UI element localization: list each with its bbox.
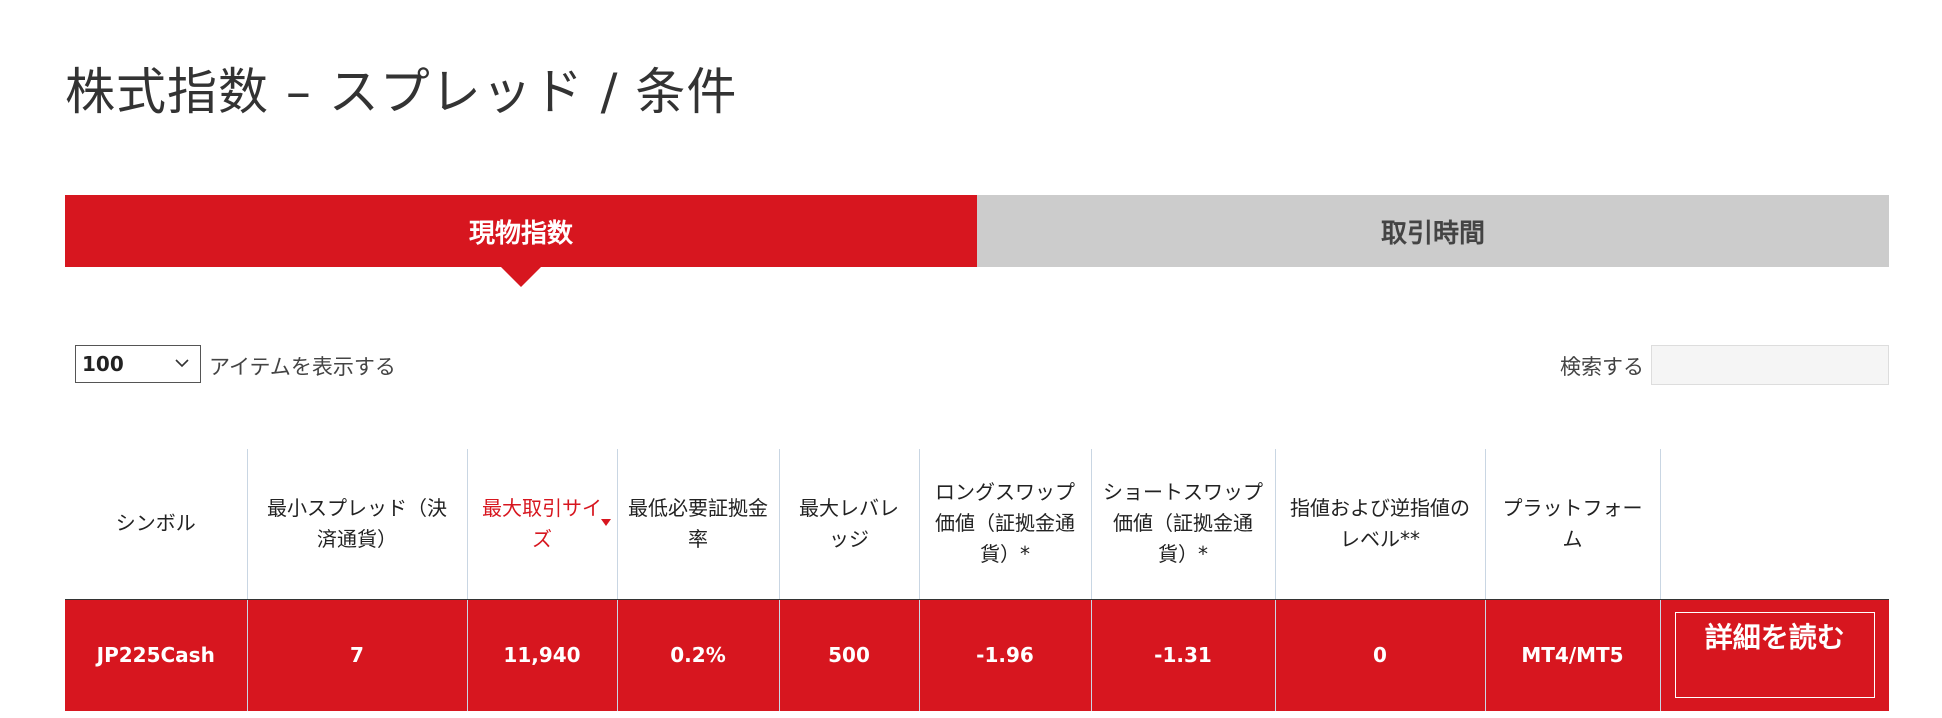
column-header-platform[interactable]: プラットフォーム	[1484, 449, 1660, 600]
tab-trading-hours[interactable]: 取引時間	[977, 195, 1889, 267]
tab-trading-hours-label: 取引時間	[1380, 218, 1485, 249]
cell-action: 詳細を読む	[1659, 599, 1889, 711]
cell-max-leverage: 500	[778, 599, 919, 711]
search-input[interactable]	[1651, 345, 1889, 385]
column-header-max-trade-size[interactable]: 最大取引サイズ	[466, 449, 617, 600]
tab-bar: 現物指数 取引時間	[65, 195, 1889, 287]
chevron-down-icon	[175, 359, 189, 368]
column-header-long-swap[interactable]: ロングスワップ価値（証拠金通貨）*	[918, 449, 1091, 600]
cell-platform: MT4/MT5	[1484, 599, 1660, 711]
column-header-short-swap[interactable]: ショートスワップ価値（証拠金通貨）*	[1090, 449, 1275, 600]
cell-max-trade-size: 11,940	[466, 599, 617, 711]
tab-spot-index-label: 現物指数	[468, 218, 573, 249]
page-title: 株式指数 – スプレッド / 条件	[65, 63, 738, 121]
table-header-row: シンボル 最小スプレッド（決済通貨） 最大取引サイズ 最低必要証拠金率 最大レバ…	[65, 449, 1889, 600]
table-controls: 100 アイテムを表示する 検索する	[75, 345, 1889, 385]
column-header-min-spread[interactable]: 最小スプレッド（決済通貨）	[246, 449, 467, 600]
page-size-value: 100	[82, 352, 124, 376]
read-more-button[interactable]: 詳細を読む	[1674, 612, 1875, 699]
page-size-label: アイテムを表示する	[209, 355, 396, 379]
column-header-min-margin[interactable]: 最低必要証拠金率	[616, 449, 779, 600]
tab-spot-index[interactable]: 現物指数	[65, 195, 977, 287]
column-header-limit-stop-level[interactable]: 指値および逆指値のレベル**	[1274, 449, 1485, 600]
sort-desc-icon	[600, 519, 611, 526]
active-tab-indicator	[501, 267, 541, 287]
search-label: 検索する	[1560, 355, 1644, 379]
column-header-action	[1659, 449, 1889, 600]
spread-table: シンボル 最小スプレッド（決済通貨） 最大取引サイズ 最低必要証拠金率 最大レバ…	[65, 449, 1889, 711]
cell-min-margin: 0.2%	[616, 599, 779, 711]
cell-min-spread: 7	[246, 599, 467, 711]
cell-symbol: JP225Cash	[65, 599, 247, 711]
cell-long-swap: -1.96	[918, 599, 1091, 711]
cell-short-swap: -1.31	[1090, 599, 1275, 711]
page-size-select[interactable]: 100	[75, 345, 201, 383]
column-header-symbol[interactable]: シンボル	[65, 449, 247, 600]
cell-limit-stop-level: 0	[1274, 599, 1485, 711]
column-header-max-leverage[interactable]: 最大レバレッジ	[778, 449, 919, 600]
table-row: JP225Cash 7 11,940 0.2% 500 -1.96 -1.31 …	[65, 599, 1889, 711]
